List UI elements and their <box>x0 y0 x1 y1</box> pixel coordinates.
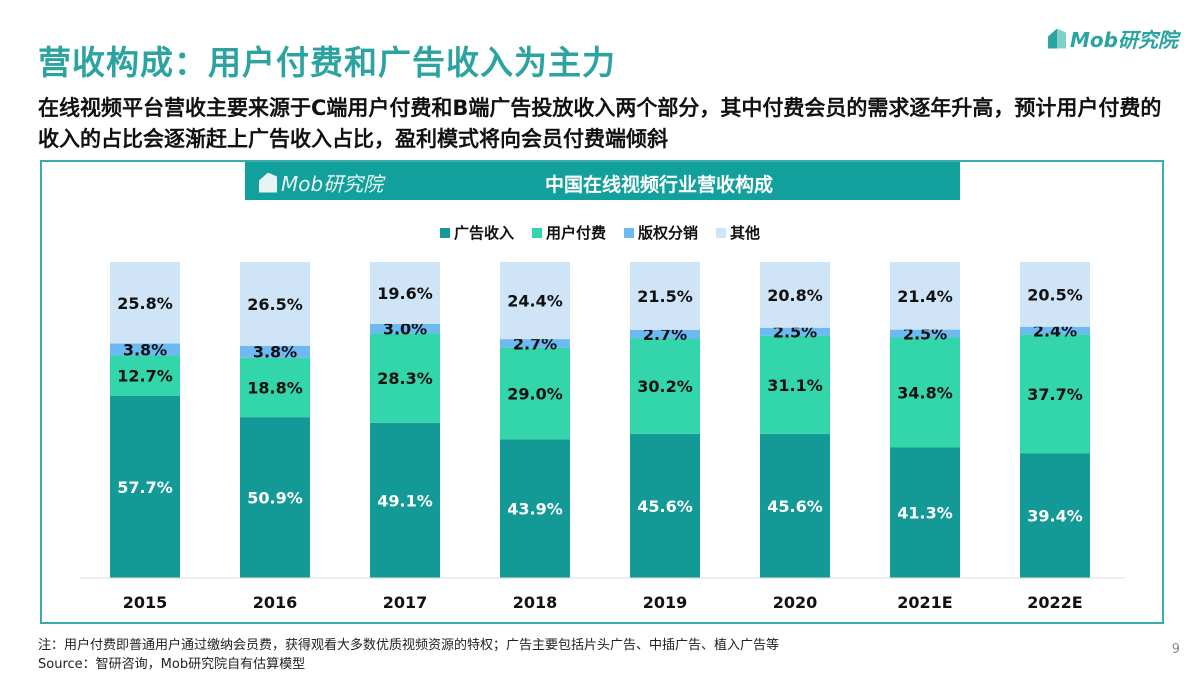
bar-segment <box>110 355 180 396</box>
page-title: 营收构成：用户付费和广告收入为主力 <box>38 43 616 82</box>
bar-segment <box>630 262 700 330</box>
data-label: 25.8% <box>117 294 173 313</box>
bar-segment <box>1020 262 1090 327</box>
bar-segment <box>110 343 180 356</box>
data-label: 45.6% <box>637 497 693 516</box>
bar-segment <box>370 323 440 334</box>
data-label: 18.8% <box>247 378 303 397</box>
chart-legend: 广告收入 用户付费 版权分销 其他 <box>0 222 1200 243</box>
bar-segment <box>240 262 310 346</box>
data-label: 30.2% <box>637 377 693 396</box>
bar-segment <box>1020 334 1090 454</box>
x-tick-label: 2019 <box>643 593 688 612</box>
bar-segment <box>630 433 700 578</box>
bar-segment <box>500 339 570 348</box>
data-label: 2.7% <box>513 334 557 353</box>
data-label: 3.8% <box>253 343 297 362</box>
data-label: 29.0% <box>507 384 563 403</box>
page-number: 9 <box>1171 642 1180 657</box>
data-label: 20.8% <box>767 286 823 305</box>
legend-item: 广告收入 <box>439 222 514 243</box>
legend-label: 版权分销 <box>638 224 699 242</box>
bar-segment <box>760 433 830 578</box>
x-tick-label: 2020 <box>773 593 818 612</box>
data-label: 19.6% <box>377 284 433 303</box>
bar-segment <box>760 327 830 336</box>
data-label: 41.3% <box>897 504 953 523</box>
data-label: 21.4% <box>897 287 953 306</box>
bar-segment <box>890 262 960 330</box>
legend-label: 广告收入 <box>453 224 514 242</box>
legend-swatch <box>624 227 634 238</box>
data-label: 20.5% <box>1027 285 1083 304</box>
x-tick-label: 2015 <box>123 593 168 612</box>
chart-header-band: Mob研究院 中国在线视频行业营收构成 <box>245 162 960 200</box>
legend-swatch <box>439 227 450 238</box>
bar-segment <box>890 337 960 448</box>
data-label: 3.8% <box>123 341 167 360</box>
data-label: 43.9% <box>507 500 563 519</box>
bar-segment <box>760 335 830 434</box>
x-tick-label: 2018 <box>513 593 558 612</box>
legend-swatch <box>716 227 727 238</box>
brand-logo: Mob研究院 <box>1048 24 1178 53</box>
data-label: 24.4% <box>507 292 563 311</box>
chart-title: 中国在线视频行业营收构成 <box>545 174 774 196</box>
bar-segment <box>370 333 440 423</box>
subtitle: 在线视频平台营收主要来源于C端用户付费和B端广告投放收入两个部分，其中付费会员的… <box>38 96 1162 151</box>
source-note: Source：智研咨询，Mob研究院自有估算模型 <box>38 657 306 672</box>
data-label: 57.7% <box>117 478 173 497</box>
bar-segment <box>110 395 180 578</box>
bar-segment <box>630 338 700 434</box>
x-tick-label: 2021E <box>897 593 952 612</box>
bar-segment <box>370 422 440 578</box>
data-label: 31.1% <box>767 376 823 395</box>
bar-segment <box>500 439 570 578</box>
legend-swatch <box>531 227 542 238</box>
bar-segment <box>240 417 310 578</box>
data-label: 28.3% <box>377 369 433 388</box>
data-label: 37.7% <box>1027 385 1083 404</box>
bar-segment <box>240 345 310 358</box>
logo-icon <box>1048 28 1067 49</box>
legend-label: 其他 <box>730 224 761 242</box>
bar-segment <box>500 347 570 440</box>
x-tick-label: 2017 <box>383 593 428 612</box>
data-label: 34.8% <box>897 384 953 403</box>
chart-logo: Mob研究院 <box>259 168 383 197</box>
bar-segment <box>630 329 700 339</box>
bar-segment <box>890 447 960 578</box>
data-label: 39.4% <box>1027 507 1083 526</box>
logo-text: Mob研究院 <box>1070 28 1178 52</box>
bar-segment <box>500 262 570 340</box>
data-label: 49.1% <box>377 491 433 510</box>
bar-segment <box>1020 453 1090 578</box>
data-label: 3.0% <box>383 320 427 339</box>
chart-logo-text: Mob研究院 <box>281 172 384 196</box>
bar-segment <box>1020 326 1090 335</box>
logo-icon <box>259 172 277 193</box>
legend-label: 用户付费 <box>545 224 606 242</box>
chart-panel <box>40 160 1164 624</box>
legend-item: 版权分销 <box>624 222 698 243</box>
bar-segment <box>110 262 180 344</box>
data-label: 45.6% <box>767 497 823 516</box>
data-label: 21.5% <box>637 287 693 306</box>
bar-segment <box>890 329 960 338</box>
data-label: 12.7% <box>117 367 173 386</box>
x-tick-label: 2022E <box>1027 593 1082 612</box>
bar-segment <box>760 262 830 328</box>
legend-item: 用户付费 <box>531 222 606 243</box>
bar-segment <box>370 262 440 324</box>
bar-segment <box>240 357 310 418</box>
footnote: 注：用户付费即普通用户通过缴纳会员费，获得观看大多数优质视频资源的特权；广告主要… <box>38 638 780 653</box>
data-label: 50.9% <box>247 489 303 508</box>
data-label: 2.7% <box>643 325 687 344</box>
data-label: 26.5% <box>247 295 303 314</box>
legend-item: 其他 <box>716 222 760 243</box>
x-tick-label: 2016 <box>253 593 298 612</box>
